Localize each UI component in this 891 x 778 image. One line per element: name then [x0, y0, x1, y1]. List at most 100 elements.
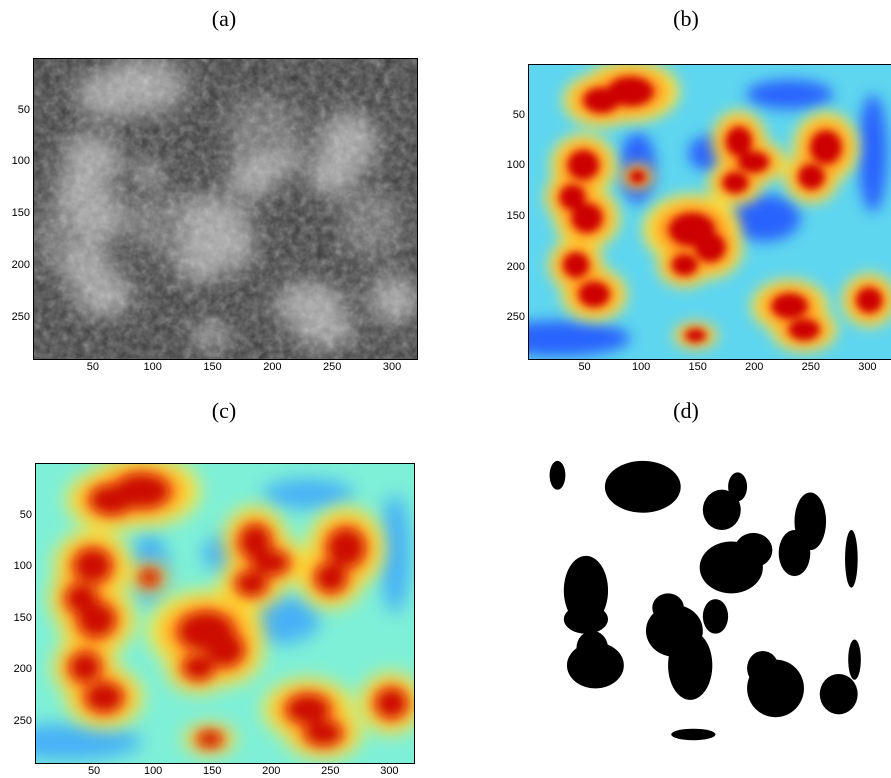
mask-blob [702, 489, 741, 530]
panel-c-x-tick: 50 [87, 765, 101, 777]
panel-c-y-tick: 50 [19, 508, 32, 521]
panel-a-y-tick: 200 [11, 258, 30, 271]
panel-a-x-tick: 300 [382, 361, 402, 373]
mask-blob [728, 472, 748, 502]
panel-a-x-tick: 200 [263, 361, 282, 373]
heat-low-region [529, 320, 631, 357]
panel-b-y-tick: 250 [506, 311, 525, 324]
heat-low-region [36, 724, 142, 761]
heat-peak [578, 281, 610, 307]
heat-peak [70, 652, 101, 682]
mask-blob [576, 630, 609, 666]
heat-peak [694, 232, 726, 262]
heat-peak [810, 130, 842, 164]
heat-peak [74, 548, 111, 583]
mask-blob [845, 530, 858, 588]
heat-peak [571, 203, 603, 233]
heat-peak [738, 151, 769, 173]
heat-peak [327, 528, 365, 567]
heat-low-region [262, 478, 354, 509]
panel-b-x-tick: 100 [631, 361, 651, 373]
panel-b-x-tick: 200 [745, 361, 764, 373]
heat-peak [726, 127, 752, 156]
panel-d-mask [549, 460, 861, 741]
heat-peak [798, 164, 825, 190]
heat-low-region [858, 94, 888, 212]
panel-a-y-tick: 250 [11, 310, 30, 323]
panel-a-image [33, 58, 418, 360]
heat-peak [563, 252, 589, 278]
mask-blob [778, 530, 811, 577]
mask-blob [747, 650, 779, 686]
heat-low-region [746, 79, 834, 110]
mask-blob [848, 639, 861, 680]
heat-peak [183, 655, 214, 680]
heat-peak [90, 485, 133, 515]
heat-peak [376, 688, 407, 718]
panel-c-y-tick: 150 [13, 611, 32, 624]
panel-b-image [528, 64, 891, 360]
panel-b-x-tick: 300 [858, 361, 877, 373]
heat-low-region [728, 194, 801, 242]
heat-peak [240, 524, 271, 559]
heat-peak [771, 293, 808, 319]
panel-a-svg [34, 59, 417, 359]
heat-peak [286, 694, 330, 724]
caption-a: (a) [211, 6, 237, 31]
caption-d: (d) [673, 398, 699, 423]
panel-a-x-tick: 50 [86, 361, 99, 373]
panel-a-x-tick: 250 [323, 361, 342, 373]
heat-peak [315, 563, 346, 592]
panel-c-x-tick: 250 [321, 765, 340, 777]
mask-blob [563, 604, 609, 634]
panel-c-y-tick: 200 [13, 663, 32, 676]
heat-peak [685, 329, 706, 342]
heat-peak [583, 87, 620, 113]
panel-c-image [35, 463, 415, 764]
heat-peak [206, 632, 244, 667]
panel-b-y-tick: 100 [506, 159, 525, 172]
heat-peak [671, 254, 698, 276]
heat-peak [85, 682, 123, 712]
caption-c: (c) [211, 398, 237, 423]
heat-peak [236, 571, 267, 596]
mask-blob [652, 593, 684, 623]
mask-blob [604, 460, 681, 513]
panel-c-x-tick: 200 [262, 765, 281, 777]
heat-low-region [379, 493, 411, 614]
mask-blob [819, 674, 858, 715]
panel-c-x-tick: 150 [203, 765, 222, 777]
heat-peak [140, 570, 159, 585]
panel-b-y-tick: 150 [506, 210, 525, 223]
panel-c-svg [36, 464, 414, 763]
caption-b: (b) [673, 6, 699, 31]
panel-c-y-tick: 100 [13, 560, 32, 573]
mask-blob [671, 728, 716, 741]
panel-c-x-tick: 100 [143, 765, 163, 777]
panel-c-x-tick: 300 [380, 765, 399, 777]
heat-peak [252, 550, 289, 575]
panel-b-x-tick: 250 [801, 361, 820, 373]
mask-blob [668, 630, 713, 700]
panel-a-y-tick: 50 [17, 103, 30, 116]
panel-c-y-tick: 250 [13, 714, 32, 727]
heat-peak [559, 184, 586, 210]
mask-blob [702, 599, 729, 634]
heat-peak [788, 319, 820, 340]
panel-b-x-tick: 150 [688, 361, 707, 373]
panel-a-x-tick: 100 [143, 361, 162, 373]
heat-peak [78, 602, 115, 637]
heat-peak [722, 172, 749, 193]
heat-peak [856, 287, 882, 313]
heat-peak [629, 170, 646, 183]
mask-blob [734, 532, 773, 568]
panel-b-x-tick: 50 [578, 361, 591, 373]
heat-peak [305, 721, 342, 746]
mask-blob [549, 460, 566, 490]
panel-a-x-tick: 150 [203, 361, 222, 373]
heat-peak [568, 150, 599, 180]
panel-b-y-tick: 50 [512, 108, 525, 121]
panel-a-y-tick: 150 [11, 207, 30, 220]
panel-b-svg [529, 65, 891, 359]
panel-a-y-tick: 100 [11, 155, 30, 168]
